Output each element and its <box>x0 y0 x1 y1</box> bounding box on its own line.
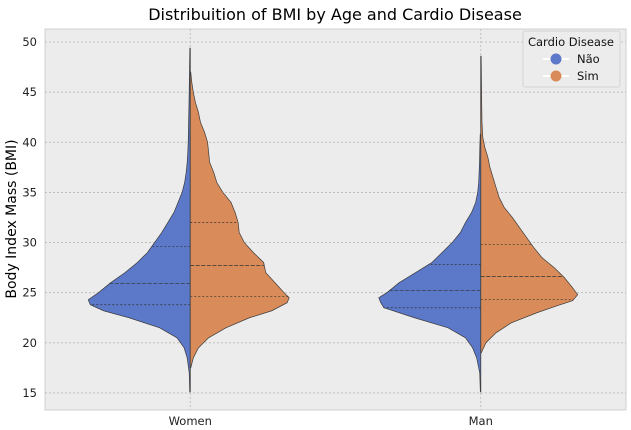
y-tick-label: 15 <box>22 386 37 400</box>
legend-title: Cardio Disease <box>528 35 614 49</box>
violins <box>87 47 579 393</box>
legend-label: Não <box>577 52 600 66</box>
x-axis-ticks: Women Man <box>169 414 493 428</box>
y-axis-ticks: 15 20 25 30 35 40 45 50 <box>22 35 37 400</box>
x-tick-label: Man <box>469 414 493 428</box>
y-tick-label: 35 <box>22 185 37 199</box>
violin-half-sim-man <box>480 55 579 354</box>
y-tick-label: 50 <box>22 35 37 49</box>
legend-entries: Não Sim <box>543 52 600 83</box>
violin-half-sim-women <box>189 71 290 369</box>
y-tick-label: 25 <box>22 286 37 300</box>
y-tick-label: 45 <box>22 85 37 99</box>
legend-marker <box>550 70 562 82</box>
legend: Cardio Disease Não Sim <box>522 30 621 88</box>
y-tick-label: 20 <box>22 336 37 350</box>
y-tick-label: 30 <box>22 236 37 250</box>
violin-half-no-women <box>87 47 191 393</box>
legend-box <box>522 30 621 88</box>
legend-label: Sim <box>577 69 599 83</box>
legend-marker <box>550 53 562 65</box>
chart-title: Distribuition of BMI by Age and Cardio D… <box>148 5 522 24</box>
y-tick-label: 40 <box>22 135 37 149</box>
y-axis-label: Body Index Mass (BMI) <box>4 139 20 298</box>
violin-half-no-man <box>378 133 482 393</box>
x-tick-label: Women <box>169 414 212 428</box>
